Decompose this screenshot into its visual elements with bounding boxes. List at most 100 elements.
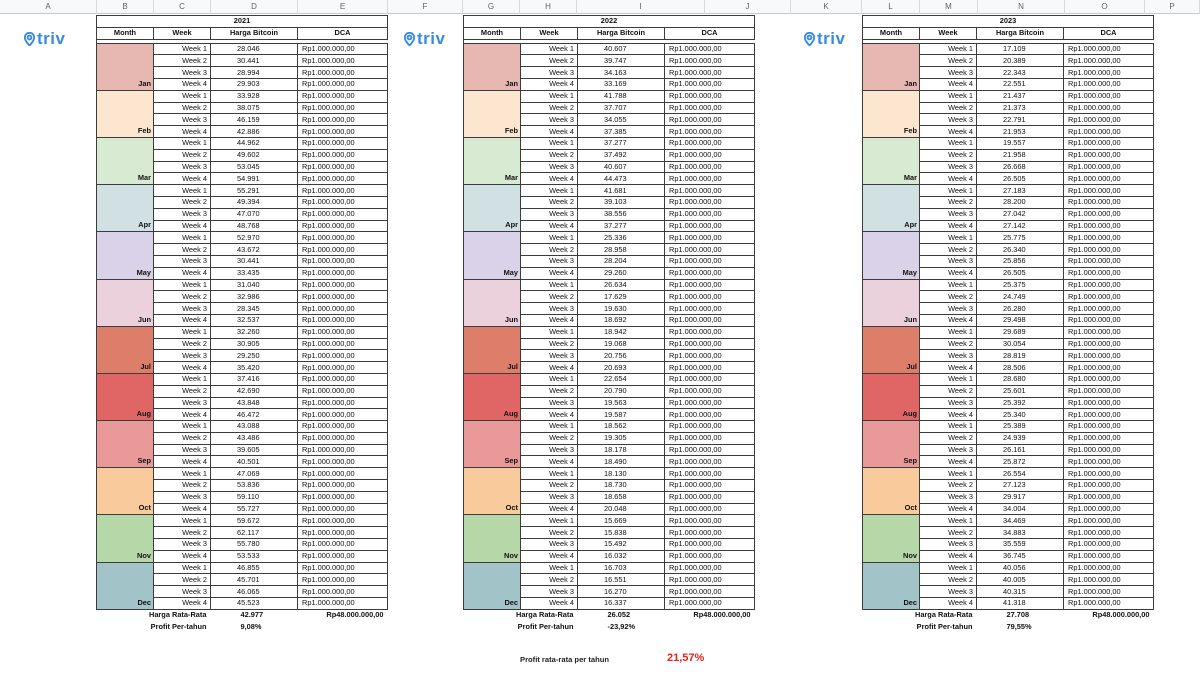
profit-value[interactable]: -23,92%	[607, 622, 636, 632]
dca-cell[interactable]: Rp1.000.000,00	[663, 408, 756, 422]
price-cell[interactable]: 31.040	[210, 278, 298, 292]
dca-cell[interactable]: Rp1.000.000,00	[1062, 219, 1155, 233]
column-header-j[interactable]: J	[705, 0, 791, 14]
dca-cell[interactable]: Rp1.000.000,00	[296, 231, 389, 245]
month-cell[interactable]: Sep	[463, 420, 521, 469]
column-header-d[interactable]: D	[211, 0, 298, 14]
week-cell[interactable]: Week 1	[153, 231, 211, 245]
dca-cell[interactable]: Rp1.000.000,00	[1062, 585, 1155, 599]
price-cell[interactable]: 40.315	[976, 585, 1064, 599]
price-cell[interactable]: 33.435	[210, 266, 298, 280]
week-cell[interactable]: Week 4	[919, 266, 977, 280]
price-cell[interactable]: 18.178	[577, 443, 665, 457]
price-cell[interactable]: 25.856	[976, 254, 1064, 268]
dca-cell[interactable]: Rp1.000.000,00	[1062, 290, 1155, 304]
price-cell[interactable]: 39.103	[577, 195, 665, 209]
price-cell[interactable]: 38.075	[210, 101, 298, 115]
week-cell[interactable]: Week 3	[520, 66, 578, 79]
week-cell[interactable]: Week 4	[520, 502, 578, 516]
week-cell[interactable]: Week 3	[520, 207, 578, 221]
week-cell[interactable]: Week 4	[153, 549, 211, 563]
month-cell[interactable]: Feb	[96, 89, 154, 138]
price-cell[interactable]: 25.392	[976, 396, 1064, 410]
week-cell[interactable]: Week 2	[919, 54, 977, 68]
dca-cell[interactable]: Rp1.000.000,00	[296, 526, 389, 540]
dca-cell[interactable]: Rp1.000.000,00	[296, 136, 389, 150]
week-cell[interactable]: Week 3	[153, 207, 211, 221]
column-header-m[interactable]: M	[920, 0, 978, 14]
week-cell[interactable]: Week 4	[520, 549, 578, 563]
dca-cell[interactable]: Rp1.000.000,00	[1062, 101, 1155, 115]
dca-cell[interactable]: Rp1.000.000,00	[1062, 325, 1155, 339]
week-cell[interactable]: Week 2	[919, 290, 977, 304]
price-cell[interactable]: 55.780	[210, 538, 298, 551]
month-cell[interactable]: Nov	[96, 514, 154, 563]
price-cell[interactable]: 48.768	[210, 219, 298, 233]
dca-cell[interactable]: Rp1.000.000,00	[663, 207, 756, 221]
price-cell[interactable]: 27.142	[976, 219, 1064, 233]
dca-cell[interactable]: Rp1.000.000,00	[1062, 42, 1155, 56]
dca-cell[interactable]: Rp1.000.000,00	[296, 337, 389, 351]
dca-cell[interactable]: Rp1.000.000,00	[1062, 113, 1155, 127]
week-cell[interactable]: Week 3	[919, 490, 977, 504]
dca-cell[interactable]: Rp1.000.000,00	[663, 243, 756, 256]
week-cell[interactable]: Week 4	[919, 313, 977, 327]
week-cell[interactable]: Week 2	[520, 148, 578, 162]
price-cell[interactable]: 34.469	[976, 514, 1064, 528]
week-cell[interactable]: Week 4	[153, 125, 211, 138]
dca-cell[interactable]: Rp1.000.000,00	[663, 573, 756, 587]
week-cell[interactable]: Week 3	[919, 254, 977, 268]
dca-cell[interactable]: Rp1.000.000,00	[1062, 538, 1155, 551]
dca-cell[interactable]: Rp1.000.000,00	[296, 184, 389, 197]
price-cell[interactable]: 40.501	[210, 455, 298, 469]
month-cell[interactable]: Sep	[862, 420, 920, 469]
week-cell[interactable]: Week 2	[153, 337, 211, 351]
dca-cell[interactable]: Rp1.000.000,00	[296, 538, 389, 551]
price-cell[interactable]: 28.200	[976, 195, 1064, 209]
dca-cell[interactable]: Rp1.000.000,00	[1062, 573, 1155, 587]
price-cell[interactable]: 44.962	[210, 136, 298, 150]
price-cell[interactable]: 24.939	[976, 431, 1064, 445]
week-cell[interactable]: Week 1	[520, 136, 578, 150]
price-cell[interactable]: 49.394	[210, 195, 298, 209]
dca-cell[interactable]: Rp1.000.000,00	[663, 526, 756, 540]
month-cell[interactable]: Jun	[463, 278, 521, 327]
price-cell[interactable]: 20.389	[976, 54, 1064, 68]
price-cell[interactable]: 26.505	[976, 266, 1064, 280]
week-cell[interactable]: Week 2	[520, 431, 578, 445]
week-cell[interactable]: Week 2	[919, 431, 977, 445]
price-cell[interactable]: 43.848	[210, 396, 298, 410]
week-cell[interactable]: Week 3	[153, 66, 211, 79]
dca-cell[interactable]: Rp1.000.000,00	[296, 420, 389, 433]
price-cell[interactable]: 19.587	[577, 408, 665, 422]
week-cell[interactable]: Week 1	[919, 325, 977, 339]
dca-cell[interactable]: Rp1.000.000,00	[663, 325, 756, 339]
price-cell[interactable]: 20.756	[577, 349, 665, 363]
dca-cell[interactable]: Rp1.000.000,00	[663, 384, 756, 398]
month-cell[interactable]: Mar	[96, 136, 154, 186]
price-cell[interactable]: 19.563	[577, 396, 665, 410]
price-cell[interactable]: 43.486	[210, 431, 298, 445]
week-cell[interactable]: Week 3	[153, 302, 211, 315]
week-cell[interactable]: Week 2	[520, 54, 578, 68]
month-cell[interactable]: Jun	[96, 278, 154, 327]
price-cell[interactable]: 22.343	[976, 66, 1064, 79]
week-cell[interactable]: Week 4	[520, 408, 578, 422]
column-header-e[interactable]: E	[298, 0, 388, 14]
month-cell[interactable]: May	[96, 231, 154, 280]
week-cell[interactable]: Week 3	[520, 538, 578, 551]
dca-cell[interactable]: Rp1.000.000,00	[1062, 66, 1155, 79]
price-cell[interactable]: 34.883	[976, 526, 1064, 540]
price-cell[interactable]: 55.291	[210, 184, 298, 197]
dca-cell[interactable]: Rp1.000.000,00	[663, 54, 756, 68]
month-cell[interactable]: Mar	[463, 136, 521, 186]
week-cell[interactable]: Week 1	[520, 278, 578, 292]
price-cell[interactable]: 40.005	[976, 573, 1064, 587]
week-cell[interactable]: Week 1	[520, 420, 578, 433]
week-cell[interactable]: Week 4	[520, 266, 578, 280]
dca-cell[interactable]: Rp1.000.000,00	[1062, 549, 1155, 563]
week-cell[interactable]: Week 2	[919, 243, 977, 256]
week-cell[interactable]: Week 2	[520, 290, 578, 304]
dca-cell[interactable]: Rp1.000.000,00	[296, 325, 389, 339]
price-cell[interactable]: 33.928	[210, 89, 298, 103]
